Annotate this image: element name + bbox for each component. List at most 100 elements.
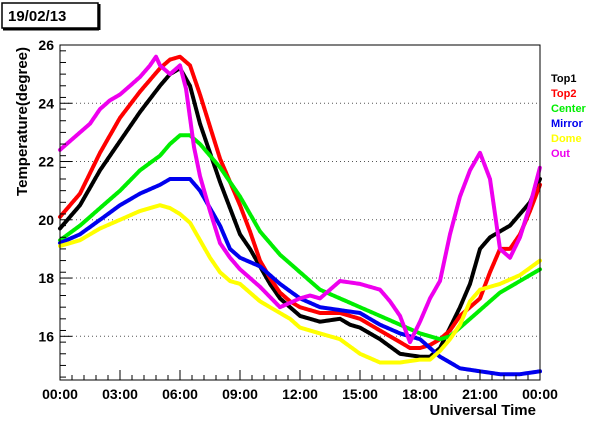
- point-top1-25: [398, 352, 402, 356]
- point-dome-25: [418, 358, 422, 362]
- point-out-39: [468, 168, 472, 172]
- point-mirror-24: [428, 346, 432, 350]
- y-axis-title: Temperature(degree): [14, 47, 31, 196]
- point-mirror-13: [238, 256, 242, 260]
- point-out-36: [438, 279, 442, 283]
- point-mirror-19: [358, 311, 362, 315]
- point-top2-23: [378, 328, 382, 333]
- point-dome-8: [188, 221, 192, 225]
- point-top1-18: [288, 305, 292, 309]
- point-out-24: [308, 293, 312, 298]
- point-out-22: [278, 305, 282, 309]
- point-center-13: [278, 253, 282, 257]
- point-mirror-29: [518, 372, 522, 376]
- point-top2-9: [198, 92, 202, 97]
- x-tick-label-3: 09:00: [222, 386, 258, 402]
- point-mirror-8: [188, 177, 192, 181]
- point-out-25: [318, 296, 322, 300]
- legend-item-top1: Top1: [551, 73, 576, 85]
- point-top2-8: [188, 63, 192, 67]
- point-dome-29: [458, 323, 462, 327]
- point-center-6: [168, 142, 172, 146]
- x-tick-label-8: 00:00: [522, 386, 558, 402]
- point-out-31: [388, 299, 392, 303]
- point-dome-18: [288, 317, 292, 321]
- point-out-26: [328, 288, 332, 292]
- legend-item-out: Out: [551, 148, 570, 160]
- point-top1-4: [138, 110, 142, 114]
- point-mirror-25: [438, 355, 442, 359]
- point-top2-22: [358, 317, 362, 321]
- point-out-19: [228, 256, 232, 260]
- point-top1-13: [238, 232, 242, 236]
- point-center-18: [378, 314, 382, 318]
- point-top1-14: [248, 247, 252, 251]
- point-dome-2: [98, 226, 102, 231]
- point-top1-16: [268, 282, 272, 286]
- point-top1-23: [358, 326, 362, 330]
- point-top2-26: [418, 346, 422, 350]
- point-mirror-18: [338, 308, 342, 312]
- point-top2-3: [118, 116, 122, 120]
- x-tick-label-0: 00:00: [42, 386, 78, 402]
- point-out-17: [208, 209, 212, 213]
- date-box-frame: [1, 2, 99, 29]
- point-center-7: [178, 133, 182, 137]
- point-mirror-23: [418, 337, 422, 341]
- point-dome-15: [258, 299, 262, 303]
- point-out-28: [358, 282, 362, 286]
- point-top1-24: [378, 337, 382, 341]
- point-out-13: [178, 63, 182, 67]
- point-dome-27: [438, 349, 442, 353]
- point-dome-7: [178, 212, 182, 216]
- point-top1-3: [118, 139, 122, 143]
- point-center-1: [78, 224, 82, 228]
- point-dome-14: [248, 291, 252, 295]
- point-out-43: [508, 256, 512, 260]
- point-out-42: [498, 247, 502, 251]
- point-dome-16: [268, 305, 272, 309]
- point-out-5: [108, 98, 112, 102]
- y-tick-label-0: 16: [38, 328, 54, 344]
- tick-labels: 16 18 20 22 24 26 00:00 03:00 06:00 09:00 12:00 15:…: [38, 37, 558, 402]
- point-center-9: [198, 142, 202, 146]
- point-top1-21: [338, 317, 342, 321]
- point-mirror-1: [78, 232, 82, 236]
- x-tick-label-5: 15:00: [342, 386, 378, 402]
- y-tick-label-3: 22: [38, 154, 54, 170]
- point-out-33: [408, 340, 412, 344]
- point-top2-17: [278, 291, 282, 295]
- point-out-1: [68, 139, 72, 143]
- point-dome-3: [118, 218, 122, 222]
- legend-item-mirror: Mirror: [551, 118, 584, 130]
- point-dome-6: [168, 206, 172, 210]
- point-out-34: [418, 320, 422, 324]
- legend-item-top2: Top2: [551, 88, 576, 100]
- point-mirror-20: [378, 323, 382, 327]
- point-out-45: [528, 203, 532, 207]
- point-top1-19: [298, 314, 302, 318]
- x-axis-title: Universal Time: [430, 402, 536, 419]
- point-top2-25: [408, 346, 412, 350]
- point-top2-11: [218, 157, 222, 161]
- point-center-19: [398, 323, 402, 327]
- point-out-4: [98, 107, 102, 111]
- point-out-21: [258, 285, 262, 289]
- point-dome-32: [498, 282, 502, 286]
- point-top1-35: [508, 224, 512, 228]
- point-top1-2: [98, 168, 102, 172]
- point-top1-8: [188, 84, 192, 88]
- point-out-38: [458, 194, 462, 199]
- point-center-20: [418, 331, 422, 335]
- point-center-16: [338, 296, 342, 300]
- point-top2-29: [448, 328, 452, 333]
- point-center-26: [518, 279, 522, 283]
- point-center-24: [478, 308, 482, 312]
- point-top1-26: [418, 355, 422, 359]
- point-top2-24: [398, 340, 402, 344]
- point-top1-31: [468, 282, 472, 286]
- point-dome-28: [448, 337, 452, 341]
- y-tick-label-4: 24: [38, 95, 54, 111]
